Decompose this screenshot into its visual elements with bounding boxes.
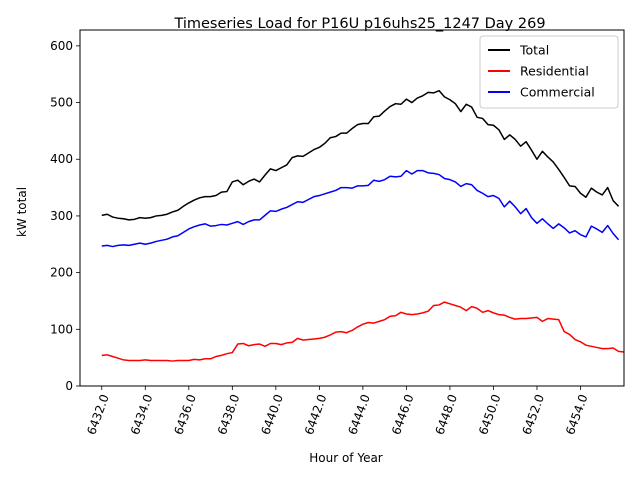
series-line-commercial	[101, 169, 620, 248]
y-tick-label: 300	[50, 209, 73, 223]
y-axis: 0 100 200 300 400 500 600	[50, 39, 80, 393]
legend-label-total: Total	[519, 43, 549, 58]
legend: Total Residential Commercial	[479, 35, 619, 109]
y-axis-label: kW total	[15, 187, 29, 237]
plot-area-frame	[79, 29, 625, 387]
y-tick-label: 600	[50, 39, 73, 53]
series-line-total	[101, 89, 620, 221]
y-tick-label: 200	[50, 266, 73, 280]
plot-lines	[101, 89, 625, 362]
y-tick-label: 400	[50, 152, 73, 166]
y-tick-label: 500	[50, 96, 73, 110]
series-line-residential	[101, 301, 625, 362]
y-tick-label: 100	[50, 322, 73, 336]
y-tick-label: 0	[65, 379, 73, 393]
x-axis-label: Hour of Year	[309, 451, 383, 465]
legend-label-residential: Residential	[520, 64, 589, 79]
chart-title: Timeseries Load for P16U p16uhs25_1247 D…	[173, 16, 545, 32]
legend-label-commercial: Commercial	[520, 85, 595, 100]
legend-box	[479, 35, 619, 109]
